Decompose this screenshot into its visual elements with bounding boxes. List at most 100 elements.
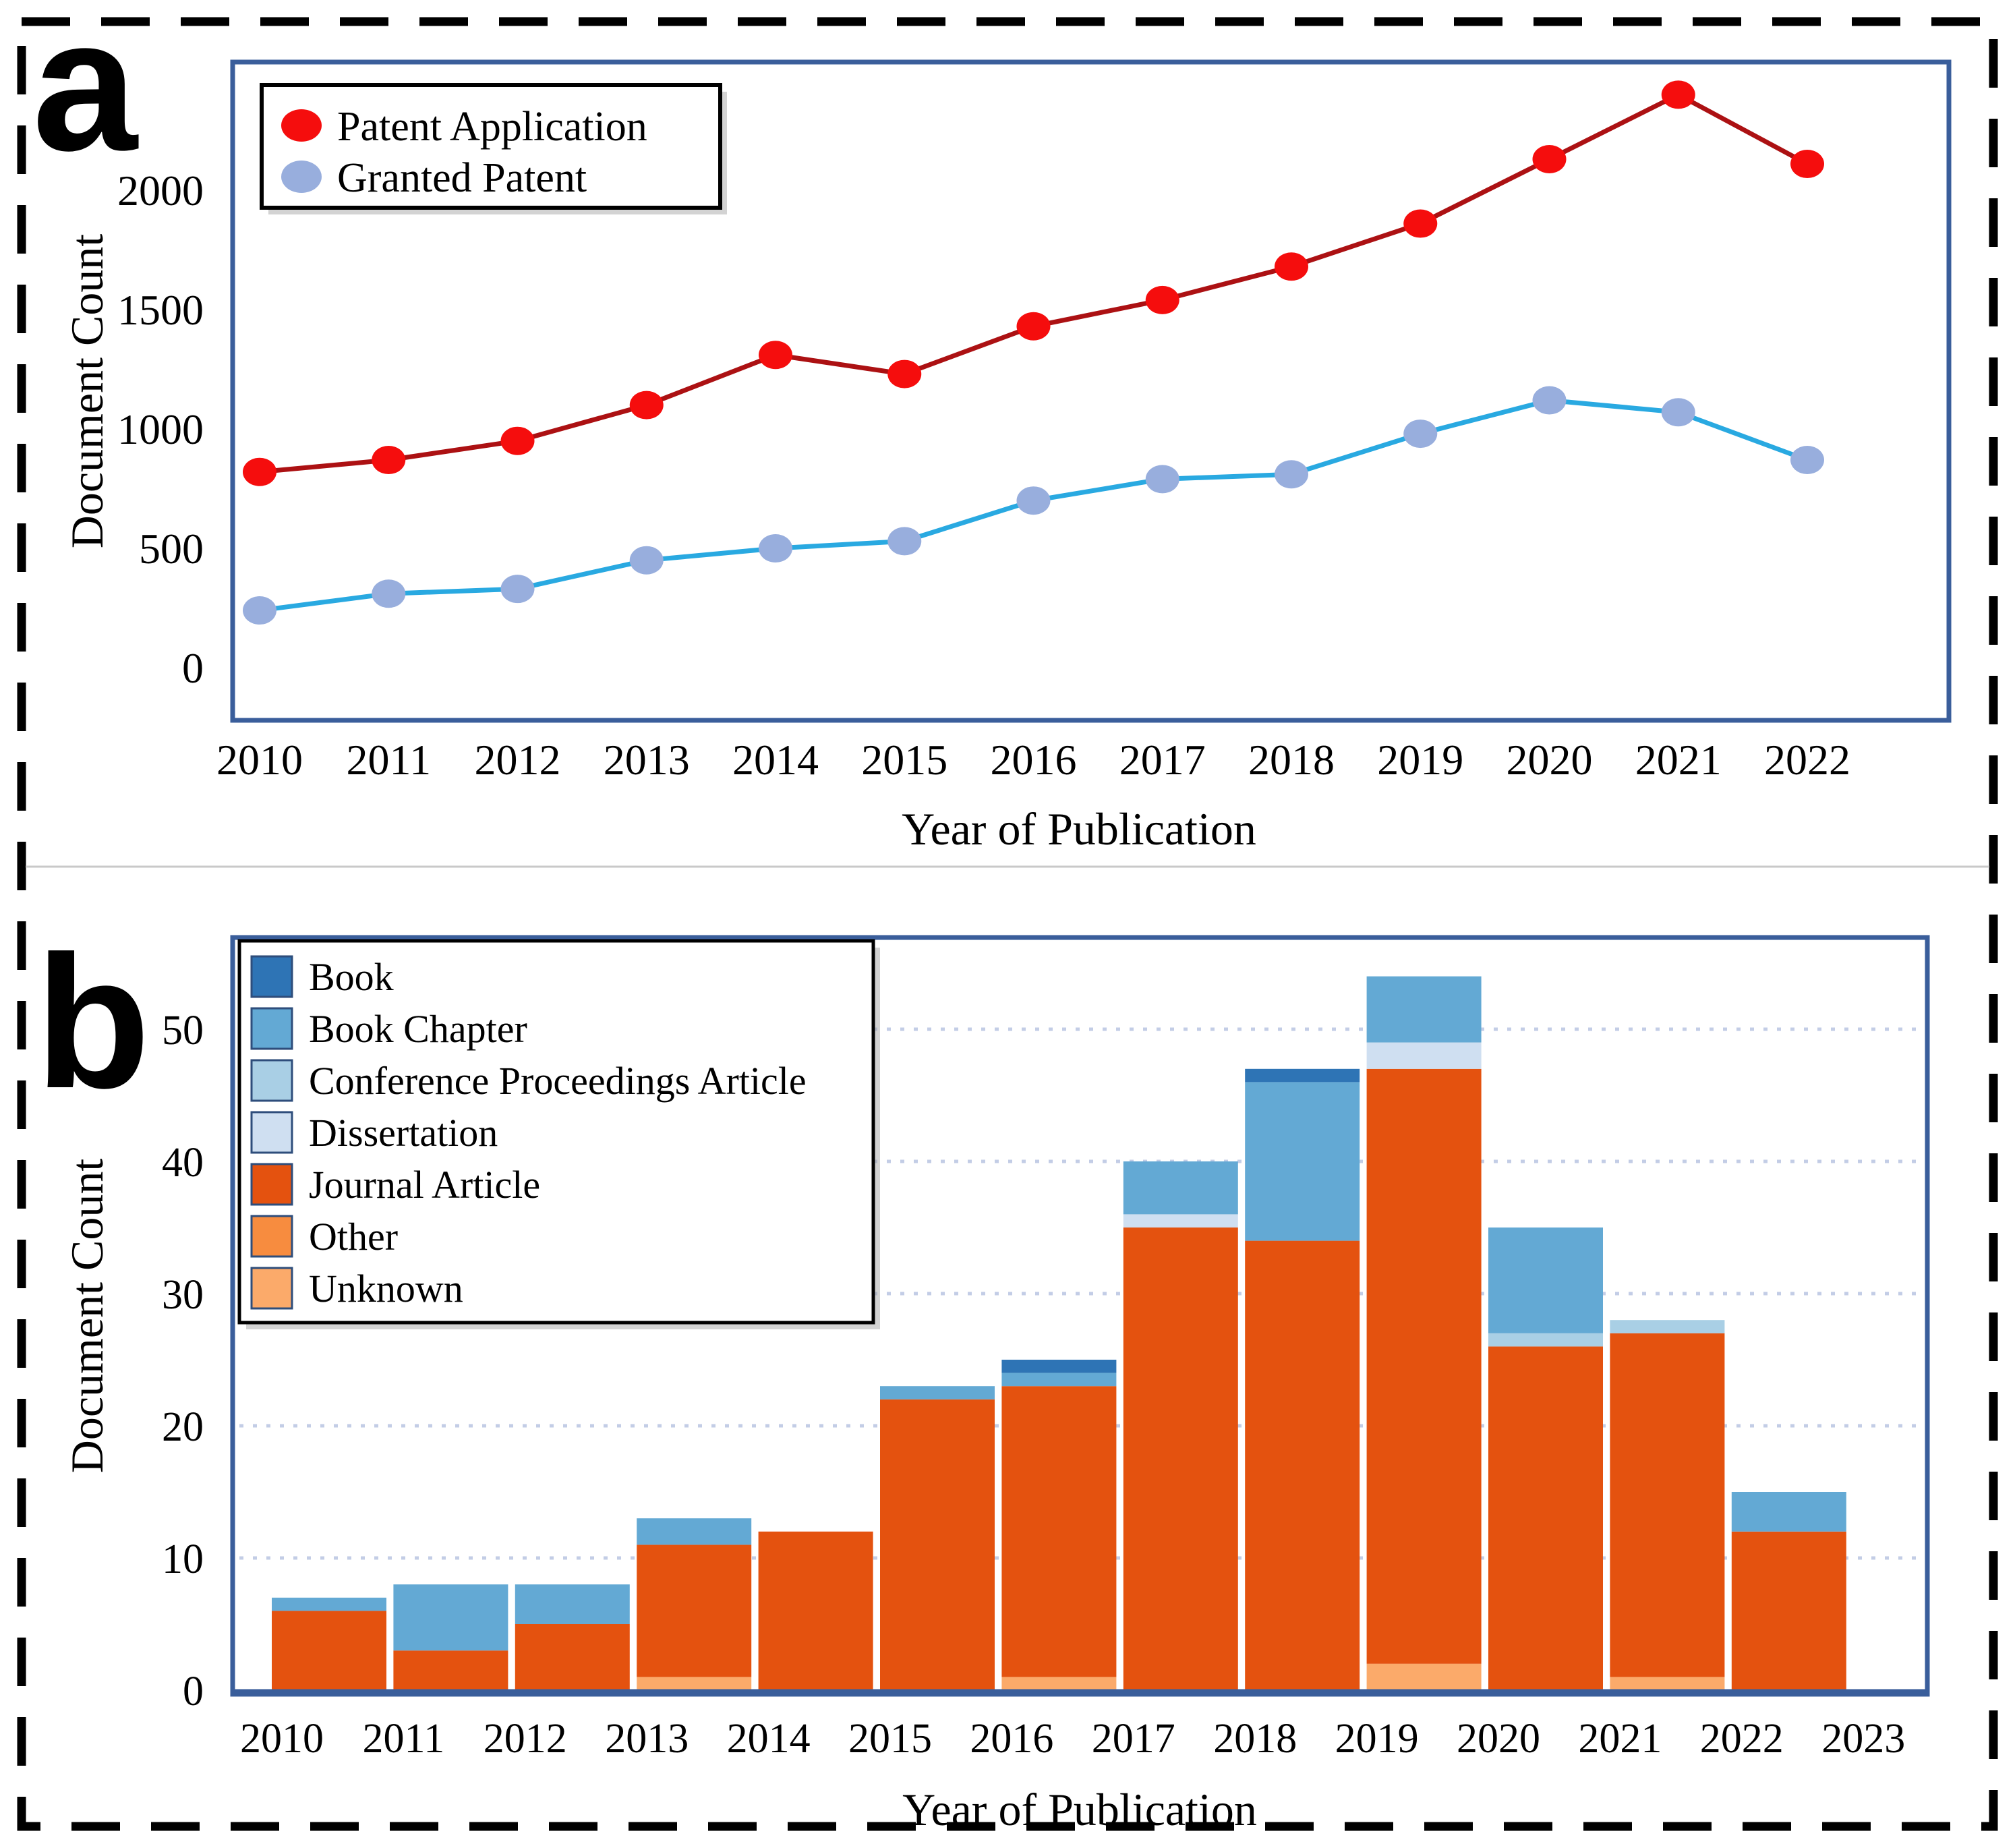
data-point-marker-granted-patent bbox=[887, 527, 922, 556]
panel-b-xtick-label: 2016 bbox=[970, 1716, 1053, 1762]
panel-a-letter: a bbox=[32, 0, 139, 190]
data-point-marker-patent-application bbox=[1661, 80, 1695, 109]
bar-segment-2013-journal-article bbox=[637, 1544, 752, 1677]
data-point-marker-granted-patent bbox=[1661, 398, 1695, 427]
bar-segment-2020-journal-article bbox=[1488, 1346, 1603, 1690]
legend-swatch-conference-proceedings-article bbox=[250, 1059, 293, 1102]
panel-a-xtick-label: 2018 bbox=[1248, 736, 1335, 784]
legend-marker-patent-application bbox=[281, 109, 322, 142]
legend-swatch-book bbox=[250, 955, 293, 998]
panel-a-ytick-label: 1500 bbox=[117, 286, 204, 334]
data-point-marker-patent-application bbox=[887, 359, 922, 388]
panel-b-ytick-label: 10 bbox=[162, 1536, 204, 1582]
bar-segment-2017-dissertation bbox=[1123, 1214, 1238, 1228]
legend-swatch-book-chapter bbox=[250, 1007, 293, 1050]
bar-segment-2013-unknown bbox=[637, 1677, 752, 1690]
panel-a-ytick-label: 500 bbox=[139, 525, 204, 573]
panel-b-letter: b bbox=[35, 917, 150, 1128]
bar-segment-2017-book-chapter bbox=[1123, 1161, 1238, 1215]
panel-b-xtick-label: 2012 bbox=[484, 1716, 567, 1762]
panel-a-xtick-label: 2019 bbox=[1377, 736, 1463, 784]
bar-segment-2019-unknown bbox=[1366, 1663, 1482, 1690]
data-point-marker-patent-application bbox=[243, 457, 276, 486]
panel-b-legend-label: Conference Proceedings Article bbox=[309, 1059, 807, 1103]
panel-b-ytick-label: 0 bbox=[183, 1669, 204, 1714]
data-point-marker-granted-patent bbox=[1275, 460, 1308, 489]
panel-a-ytick-label: 1000 bbox=[117, 405, 204, 453]
legend-swatch-unknown bbox=[250, 1267, 293, 1310]
panel-b-legend-label: Other bbox=[309, 1215, 398, 1259]
bar-segment-2010-book-chapter bbox=[272, 1597, 386, 1611]
panel-b-xtick-label: 2018 bbox=[1213, 1716, 1297, 1762]
bar-segment-2020-conference-proceedings-article bbox=[1488, 1333, 1603, 1347]
data-point-marker-patent-application bbox=[1790, 150, 1824, 179]
bar-segment-2016-book-chapter bbox=[1001, 1373, 1117, 1387]
panel-b-xtick-label: 2010 bbox=[240, 1716, 324, 1762]
bar-segment-2011-journal-article bbox=[393, 1650, 508, 1690]
panel-a-legend-label: Patent Application bbox=[337, 104, 647, 150]
panel-b-xtick-label: 2014 bbox=[727, 1716, 811, 1762]
panel-b-xtick-label: 2013 bbox=[605, 1716, 689, 1762]
data-point-marker-granted-patent bbox=[243, 596, 276, 625]
panel-a-xtick-label: 2016 bbox=[991, 736, 1077, 784]
panel-b-legend-label: Book Chapter bbox=[309, 1007, 527, 1051]
panel-b-yaxis-title: Document Count bbox=[61, 1159, 113, 1474]
bar-segment-2022-journal-article bbox=[1731, 1531, 1846, 1690]
panel-a-xtick-label: 2017 bbox=[1119, 736, 1206, 784]
panel-b-stacked-bar-chart: 0 10 20 30 40 50 2010 2011 2012 2013 2014 2015 2016 2… bbox=[162, 935, 1930, 1762]
panel-b-legend-label: Journal Article bbox=[309, 1163, 540, 1207]
bar-segment-2017-journal-article bbox=[1123, 1228, 1238, 1690]
legend-swatch-journal-article bbox=[250, 1163, 293, 1206]
bar-segment-2019-dissertation bbox=[1366, 1042, 1482, 1069]
panel-a-yaxis-title: Document Count bbox=[61, 234, 113, 549]
data-point-marker-granted-patent bbox=[1790, 446, 1824, 475]
dashed-frame-border bbox=[17, 17, 1998, 1831]
panel-b-legend-label: Dissertation bbox=[309, 1111, 498, 1155]
panel-a-xtick-label: 2015 bbox=[861, 736, 947, 784]
data-point-marker-patent-application bbox=[1275, 252, 1308, 281]
panel-b-ytick-label: 30 bbox=[162, 1272, 204, 1318]
bar-segment-2016-book bbox=[1001, 1360, 1117, 1373]
legend-swatch-dissertation bbox=[250, 1111, 293, 1154]
bar-segment-2016-unknown bbox=[1001, 1677, 1117, 1690]
data-point-marker-granted-patent bbox=[1016, 486, 1051, 515]
panel-a-xaxis-title: Year of Publication bbox=[902, 803, 1256, 855]
data-point-marker-patent-application bbox=[372, 446, 406, 475]
bar-segment-2015-book-chapter bbox=[880, 1386, 995, 1399]
panel-b-xaxis-title: Year of Publication bbox=[902, 1784, 1257, 1835]
panel-a-ytick-label: 2000 bbox=[117, 167, 204, 214]
panel-b-xtick-label: 2019 bbox=[1335, 1716, 1419, 1762]
bar-segment-2019-book-chapter bbox=[1366, 976, 1482, 1043]
panel-b-xtick-label: 2023 bbox=[1821, 1716, 1905, 1762]
data-point-marker-granted-patent bbox=[759, 534, 792, 562]
panel-b-ytick-label: 40 bbox=[162, 1140, 204, 1186]
panel-a-line-chart: 0 500 1000 1500 2000 2010 2011 2012 2013 2014 2015… bbox=[117, 59, 1952, 784]
bar-segment-2022-book-chapter bbox=[1731, 1492, 1846, 1532]
data-point-marker-patent-application bbox=[1403, 209, 1438, 238]
bar-segment-2019-journal-article bbox=[1366, 1068, 1482, 1664]
panel-b-ytick-label: 50 bbox=[162, 1008, 204, 1053]
panel-b-xtick-label: 2017 bbox=[1092, 1716, 1175, 1762]
panel-a-xtick-label: 2021 bbox=[1635, 736, 1722, 784]
data-point-marker-granted-patent bbox=[500, 575, 535, 604]
bar-segment-2018-journal-article bbox=[1245, 1240, 1360, 1690]
bar-segment-2014-journal-article bbox=[758, 1531, 873, 1690]
panel-a-xtick-label: 2014 bbox=[732, 736, 819, 784]
data-point-marker-granted-patent bbox=[372, 579, 406, 608]
panel-a-legend-label: Granted Patent bbox=[337, 155, 587, 201]
bar-segment-2021-journal-article bbox=[1610, 1333, 1725, 1677]
panel-b-xtick-label: 2020 bbox=[1457, 1716, 1540, 1762]
bar-segment-2015-journal-article bbox=[880, 1399, 995, 1690]
data-point-marker-patent-application bbox=[759, 341, 792, 370]
panel-a-xtick-label: 2022 bbox=[1764, 736, 1850, 784]
bar-segment-2012-book-chapter bbox=[515, 1584, 630, 1624]
bar-segment-2011-book-chapter bbox=[393, 1584, 508, 1651]
bar-segment-2016-journal-article bbox=[1001, 1386, 1117, 1677]
data-point-marker-granted-patent bbox=[1532, 386, 1567, 415]
panel-a-xtick-label: 2013 bbox=[604, 736, 690, 784]
bar-segment-2012-journal-article bbox=[515, 1624, 630, 1690]
panel-a-ytick-label: 0 bbox=[182, 644, 204, 692]
bar-segment-2020-book-chapter bbox=[1488, 1228, 1603, 1333]
bar-segment-2021-unknown bbox=[1610, 1677, 1725, 1690]
